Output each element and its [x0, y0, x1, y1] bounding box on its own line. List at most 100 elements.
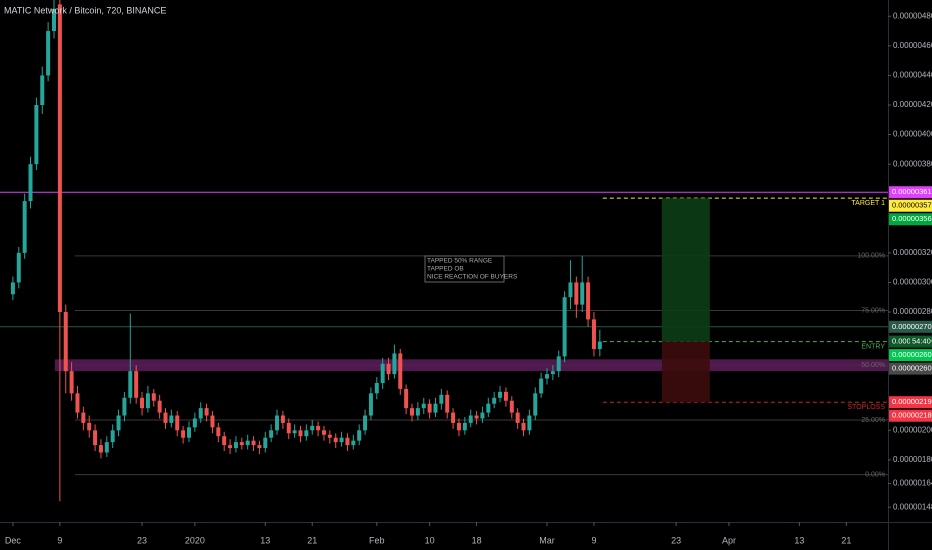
- candle-body: [386, 363, 391, 375]
- y-tick-label: 0.00000320: [893, 248, 932, 257]
- candle-body: [81, 412, 86, 423]
- candle-body: [380, 363, 385, 383]
- candle-body: [263, 437, 268, 449]
- candle-body: [186, 427, 191, 438]
- candle-body: [210, 415, 215, 428]
- candle-body: [404, 388, 409, 409]
- y-tick-label: 0.00000380: [893, 159, 932, 168]
- candle-body: [46, 31, 51, 76]
- level-label: STOPLOSS: [847, 404, 885, 411]
- candle-body: [275, 415, 280, 431]
- candle-body: [22, 201, 27, 253]
- candle-body: [374, 382, 379, 394]
- candle-body: [181, 430, 186, 438]
- price-tag: [889, 199, 932, 212]
- candle-body: [251, 440, 256, 446]
- candle-body: [57, 4, 62, 313]
- price-tag: [889, 396, 932, 409]
- x-tick-label: 23: [137, 535, 147, 545]
- x-tick-label: Apr: [722, 535, 736, 545]
- price-tag-label: 0.00000270: [892, 322, 932, 331]
- candle-body: [586, 282, 591, 320]
- candle-body: [163, 412, 168, 423]
- candle-body: [93, 430, 98, 446]
- candle-body: [134, 371, 139, 398]
- countdown: 54:40: [912, 337, 931, 346]
- candle-body: [116, 415, 121, 431]
- candle-body: [580, 282, 585, 305]
- order-block-zone: [54, 359, 888, 372]
- candle-body: [75, 393, 80, 413]
- profit-zone: [661, 198, 710, 342]
- y-tick-label: 0.00000200: [893, 425, 932, 434]
- candle-body: [368, 393, 373, 416]
- candle-body: [110, 430, 115, 443]
- candle-body: [421, 403, 426, 409]
- candle-body: [69, 371, 74, 394]
- y-tick-label: 0.00000420: [893, 100, 932, 109]
- candle-body: [462, 422, 467, 431]
- candle-body: [151, 393, 156, 401]
- price-tag: [889, 349, 932, 362]
- price-tag-label: 0.00000218: [892, 411, 932, 420]
- candle-body: [410, 408, 415, 416]
- candle-body: [445, 394, 450, 413]
- candle-body: [310, 425, 315, 431]
- price-tag: [889, 320, 932, 333]
- candle-body: [16, 252, 21, 283]
- candle-body: [63, 312, 68, 372]
- price-tag: [889, 362, 932, 375]
- y-tick-label: 0.00000400: [893, 130, 932, 139]
- x-tick-label: 23: [671, 535, 681, 545]
- candle-body: [98, 445, 103, 453]
- candle-body: [321, 430, 326, 435]
- x-tick-label: 21: [307, 535, 317, 545]
- y-tick-label: 0.00000180: [893, 455, 932, 464]
- candle-body: [398, 353, 403, 389]
- y-tick-label: 0.00000460: [893, 41, 932, 50]
- candle-body: [222, 436, 227, 446]
- fib-label: 50.00%: [861, 362, 885, 369]
- candle-body: [345, 437, 350, 446]
- candle-body: [392, 353, 397, 375]
- x-tick-label: 9: [57, 535, 62, 545]
- candle-body: [556, 356, 561, 372]
- price-tag-label: 0.00000356: [892, 214, 932, 223]
- annotation-text: TAPPED OB: [427, 266, 464, 273]
- candle-body: [492, 397, 497, 404]
- candle-body: [304, 430, 309, 437]
- x-tick-label: Feb: [369, 535, 385, 545]
- chart-title: MATIC Network / Bitcoin, 720, BINANCE: [4, 5, 166, 15]
- candle-body: [157, 400, 162, 413]
- candle-body: [192, 418, 197, 428]
- candle-body: [498, 391, 503, 398]
- candle-body: [10, 282, 15, 295]
- x-tick-label: 13: [794, 535, 804, 545]
- y-tick-label: 0.00000440: [893, 71, 932, 80]
- fib-label: 100.00%: [857, 253, 885, 260]
- candle-body: [568, 282, 573, 298]
- candle-body: [527, 415, 532, 431]
- candle-body: [245, 440, 250, 446]
- price-tag-label: 0.00000219: [892, 397, 932, 406]
- candle-body: [198, 408, 203, 419]
- candle-body: [415, 408, 420, 416]
- candle-body: [298, 430, 303, 437]
- candle-body: [34, 104, 39, 165]
- candle-body: [286, 422, 291, 434]
- candle-body: [427, 403, 432, 413]
- candle-body: [591, 319, 596, 349]
- candle-body: [51, 8, 56, 32]
- fib-label: 75.00%: [861, 307, 885, 314]
- x-tick-label: 2020: [185, 535, 205, 545]
- candle-body: [433, 403, 438, 413]
- candle-body: [28, 164, 33, 202]
- candle-body: [357, 430, 362, 441]
- x-tick-label: 21: [841, 535, 851, 545]
- x-tick-label: 9: [591, 535, 596, 545]
- candle-body: [280, 415, 285, 423]
- annotation-text: TAPPED 50% RANGE: [427, 258, 493, 265]
- candle-body: [128, 371, 133, 398]
